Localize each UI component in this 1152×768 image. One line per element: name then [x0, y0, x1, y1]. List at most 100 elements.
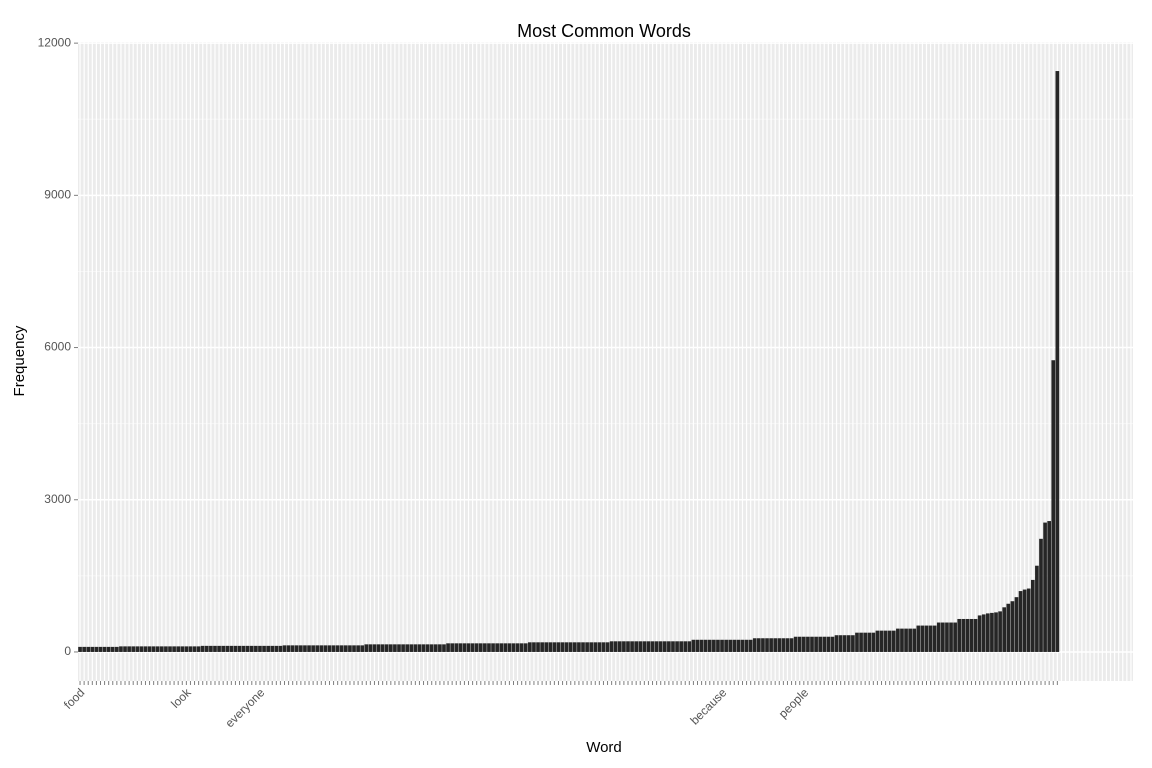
bar	[597, 642, 602, 652]
bar	[225, 645, 230, 652]
bar	[319, 645, 324, 652]
bar	[339, 645, 344, 652]
bar	[335, 645, 340, 652]
bar	[883, 630, 888, 652]
bar	[196, 646, 201, 652]
bar	[1047, 521, 1052, 652]
bar	[290, 645, 295, 652]
x-axis-label: Word	[586, 739, 622, 756]
bar	[953, 622, 957, 652]
bar	[695, 639, 700, 652]
bar	[217, 645, 221, 652]
bar	[454, 643, 459, 652]
bar	[564, 642, 569, 652]
bar	[838, 635, 843, 652]
bar	[924, 625, 929, 652]
bar	[785, 638, 790, 652]
bar	[192, 646, 197, 652]
bar	[155, 646, 160, 652]
bar	[994, 612, 998, 652]
bar	[147, 646, 152, 652]
bar	[998, 611, 1002, 652]
bar	[757, 638, 761, 652]
bar	[311, 645, 315, 652]
bar	[446, 643, 450, 652]
bar	[977, 615, 982, 652]
bar	[368, 644, 373, 652]
x-tick-label: look	[168, 685, 194, 711]
bar	[1043, 522, 1047, 652]
bar	[707, 639, 712, 652]
bar	[249, 645, 254, 652]
bar	[949, 622, 953, 652]
bar	[1014, 597, 1019, 652]
bar	[168, 646, 172, 652]
bar	[589, 642, 594, 652]
bar	[94, 646, 99, 652]
bar	[164, 646, 168, 652]
bar	[352, 645, 356, 652]
bar	[740, 639, 745, 652]
bar	[86, 646, 91, 652]
bar	[871, 632, 876, 652]
bar	[372, 644, 377, 652]
bar	[1030, 579, 1035, 652]
bar	[896, 628, 900, 652]
bar	[270, 645, 275, 652]
bar	[229, 645, 234, 652]
bar	[151, 646, 156, 652]
bar	[712, 639, 716, 652]
bar	[630, 641, 634, 652]
bar	[1010, 601, 1015, 652]
bar	[814, 636, 818, 652]
bar	[356, 645, 360, 652]
bar	[135, 646, 140, 652]
bar	[855, 632, 859, 652]
bar	[495, 643, 499, 652]
bar	[642, 641, 647, 652]
bar	[180, 646, 185, 652]
bar	[470, 643, 475, 652]
bar	[209, 645, 213, 652]
x-tick-label: everyone	[223, 685, 268, 730]
bar	[254, 645, 258, 652]
bar	[172, 646, 176, 652]
bar	[266, 645, 270, 652]
bar	[1006, 603, 1011, 652]
bar	[556, 642, 561, 652]
bar	[511, 643, 516, 652]
bar	[613, 641, 618, 652]
bar	[732, 639, 737, 652]
bar	[462, 643, 467, 652]
bar	[679, 641, 683, 652]
bar	[515, 643, 520, 652]
bar	[405, 644, 410, 652]
bar	[499, 643, 504, 652]
bar	[969, 618, 974, 652]
bar	[626, 641, 630, 652]
bar	[294, 645, 299, 652]
y-tick-label: 0	[64, 644, 71, 658]
bar	[442, 644, 446, 652]
bar	[491, 643, 495, 652]
bar	[348, 645, 352, 652]
bar	[127, 646, 131, 652]
bar	[360, 645, 365, 652]
bar	[834, 635, 839, 652]
bar	[846, 635, 851, 652]
bar	[106, 646, 111, 652]
bar	[552, 642, 557, 652]
bar	[237, 645, 242, 652]
bar	[1002, 607, 1007, 652]
bar	[241, 645, 246, 652]
bar	[622, 641, 626, 652]
bar	[957, 618, 962, 652]
y-tick-label: 6000	[44, 340, 71, 354]
bar	[920, 625, 925, 652]
chart-title: Most Common Words	[517, 21, 691, 41]
bar	[650, 641, 655, 652]
bar	[687, 641, 692, 652]
bar	[159, 646, 164, 652]
bar	[1026, 588, 1031, 652]
